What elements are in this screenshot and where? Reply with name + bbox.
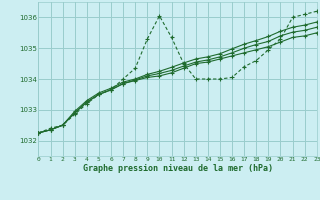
X-axis label: Graphe pression niveau de la mer (hPa): Graphe pression niveau de la mer (hPa) (83, 164, 273, 173)
